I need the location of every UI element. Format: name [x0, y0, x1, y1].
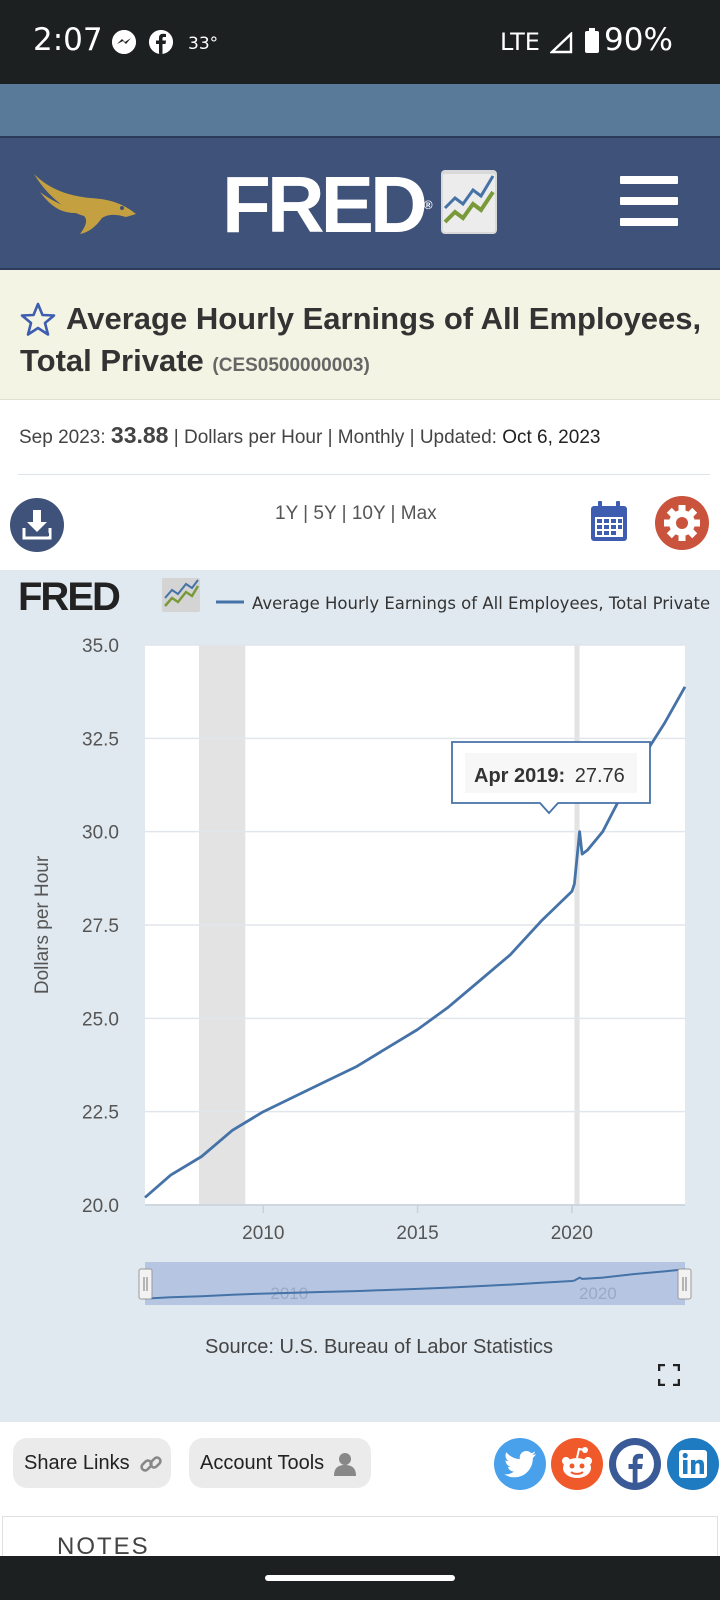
svg-text:Apr 2019: 27.76: Apr 2019: 27.76: [474, 765, 625, 787]
units-frequency: | Dollars per Hour | Monthly | Updated:: [173, 427, 497, 448]
latest-period: Sep 2023:: [19, 427, 106, 448]
facebook-icon: [616, 1445, 654, 1484]
download-button[interactable]: [10, 498, 64, 552]
y-tick-label: 20.0: [82, 1196, 119, 1217]
y-tick-label: 25.0: [82, 1009, 119, 1030]
range-5y[interactable]: 5Y: [313, 503, 337, 524]
chart-tools: 1Y | 5Y | 10Y | Max: [0, 490, 720, 570]
link-icon: [140, 1456, 162, 1472]
tooltip-label: Apr 2019:: [474, 765, 565, 787]
fred-logo[interactable]: FRED®: [222, 160, 433, 249]
y-tick-label: 32.5: [82, 729, 119, 750]
share-links-button[interactable]: Share Links: [13, 1438, 171, 1488]
download-icon: [22, 510, 52, 540]
notes-section: NOTES: [2, 1516, 718, 1556]
y-axis-label: Dollars per Hour: [32, 855, 53, 994]
settings-button[interactable]: [655, 496, 709, 550]
battery-level: 90%: [604, 22, 673, 58]
chart-panel: FRED Average Hourly Earnings of All Empl…: [0, 570, 720, 1422]
fullscreen-icon[interactable]: [658, 1364, 680, 1386]
eagle-logo-icon[interactable]: [30, 170, 140, 236]
series-line[interactable]: [144, 686, 687, 1199]
series-title: Average Hourly Earnings of All Employees…: [20, 301, 702, 378]
favorite-star-icon[interactable]: [20, 302, 56, 338]
y-tick-label: 35.0: [82, 636, 119, 657]
facebook-share-button[interactable]: [609, 1438, 661, 1490]
gear-icon: [664, 505, 700, 541]
navigation-bar: [0, 1556, 720, 1600]
menu-icon[interactable]: [620, 176, 678, 226]
network-type: LTE: [500, 28, 540, 56]
y-tick-label: 27.5: [82, 916, 119, 937]
series-meta: Sep 2023: 33.88 | Dollars per Hour | Mon…: [19, 422, 600, 449]
status-bar: 2:07 33° LTE 90%: [0, 0, 720, 84]
signal-icon: [550, 32, 573, 54]
scrolled-strip: [0, 84, 720, 136]
calendar-icon[interactable]: [590, 500, 628, 542]
range-1y[interactable]: 1Y: [275, 503, 298, 524]
chart-fred-icon: [162, 578, 200, 612]
fred-chart-icon: [441, 170, 497, 234]
navigator-right-handle[interactable]: [677, 1268, 692, 1300]
date-range-selector: 1Y | 5Y | 10Y | Max: [275, 503, 437, 524]
chart[interactable]: FRED Average Hourly Earnings of All Empl…: [0, 570, 720, 1422]
twitter-icon: [504, 1451, 536, 1478]
navigator-left-handle[interactable]: [138, 1268, 153, 1300]
range-max[interactable]: Max: [400, 503, 437, 524]
notes-heading: NOTES: [57, 1533, 150, 1556]
legend-label[interactable]: Average Hourly Earnings of All Employees…: [252, 594, 710, 613]
page-title: Average Hourly Earnings of All Employees…: [20, 298, 710, 387]
navigator-tick-label: 2020: [579, 1284, 617, 1303]
share-links-label: Share Links: [24, 1452, 130, 1474]
updated-date: Oct 6, 2023: [502, 427, 601, 448]
share-row: Share Links Account Tools: [0, 1422, 720, 1520]
x-tick-label: 2020: [551, 1223, 593, 1244]
range-10y[interactable]: 10Y: [351, 503, 386, 524]
x-tick-label: 2015: [396, 1223, 438, 1244]
account-tools-button[interactable]: Account Tools: [189, 1438, 371, 1488]
series-title-box: Average Hourly Earnings of All Employees…: [0, 270, 720, 400]
navigator-series-line: [144, 1268, 686, 1300]
temperature: 33°: [188, 34, 219, 54]
account-tools-label: Account Tools: [200, 1452, 325, 1474]
home-gesture-handle[interactable]: [265, 1575, 455, 1581]
site-header: FRED®: [0, 136, 720, 270]
messenger-icon: [112, 30, 136, 54]
tooltip: Apr 2019: 27.76: [451, 741, 651, 815]
divider: [18, 474, 710, 475]
y-tick-label: 30.0: [82, 823, 119, 844]
series-id: (CES0500000003): [212, 355, 370, 376]
latest-value: 33.88: [110, 422, 169, 448]
linkedin-icon: [679, 1450, 707, 1478]
user-icon: [333, 1452, 356, 1476]
reddit-icon: [562, 1447, 592, 1478]
facebook-icon: [149, 30, 173, 54]
navigator[interactable]: [145, 1262, 685, 1305]
linkedin-button[interactable]: [667, 1438, 719, 1490]
chart-fred-logo: FRED: [18, 575, 120, 619]
tooltip-value: 27.76: [575, 765, 625, 787]
y-tick-label: 22.5: [82, 1103, 119, 1124]
x-tick-label: 2010: [242, 1223, 284, 1244]
reddit-button[interactable]: [551, 1438, 603, 1490]
clock: 2:07: [33, 22, 103, 58]
battery-icon: [585, 28, 599, 53]
chart-source: Source: U.S. Bureau of Labor Statistics: [205, 1336, 553, 1358]
twitter-button[interactable]: [494, 1438, 546, 1490]
